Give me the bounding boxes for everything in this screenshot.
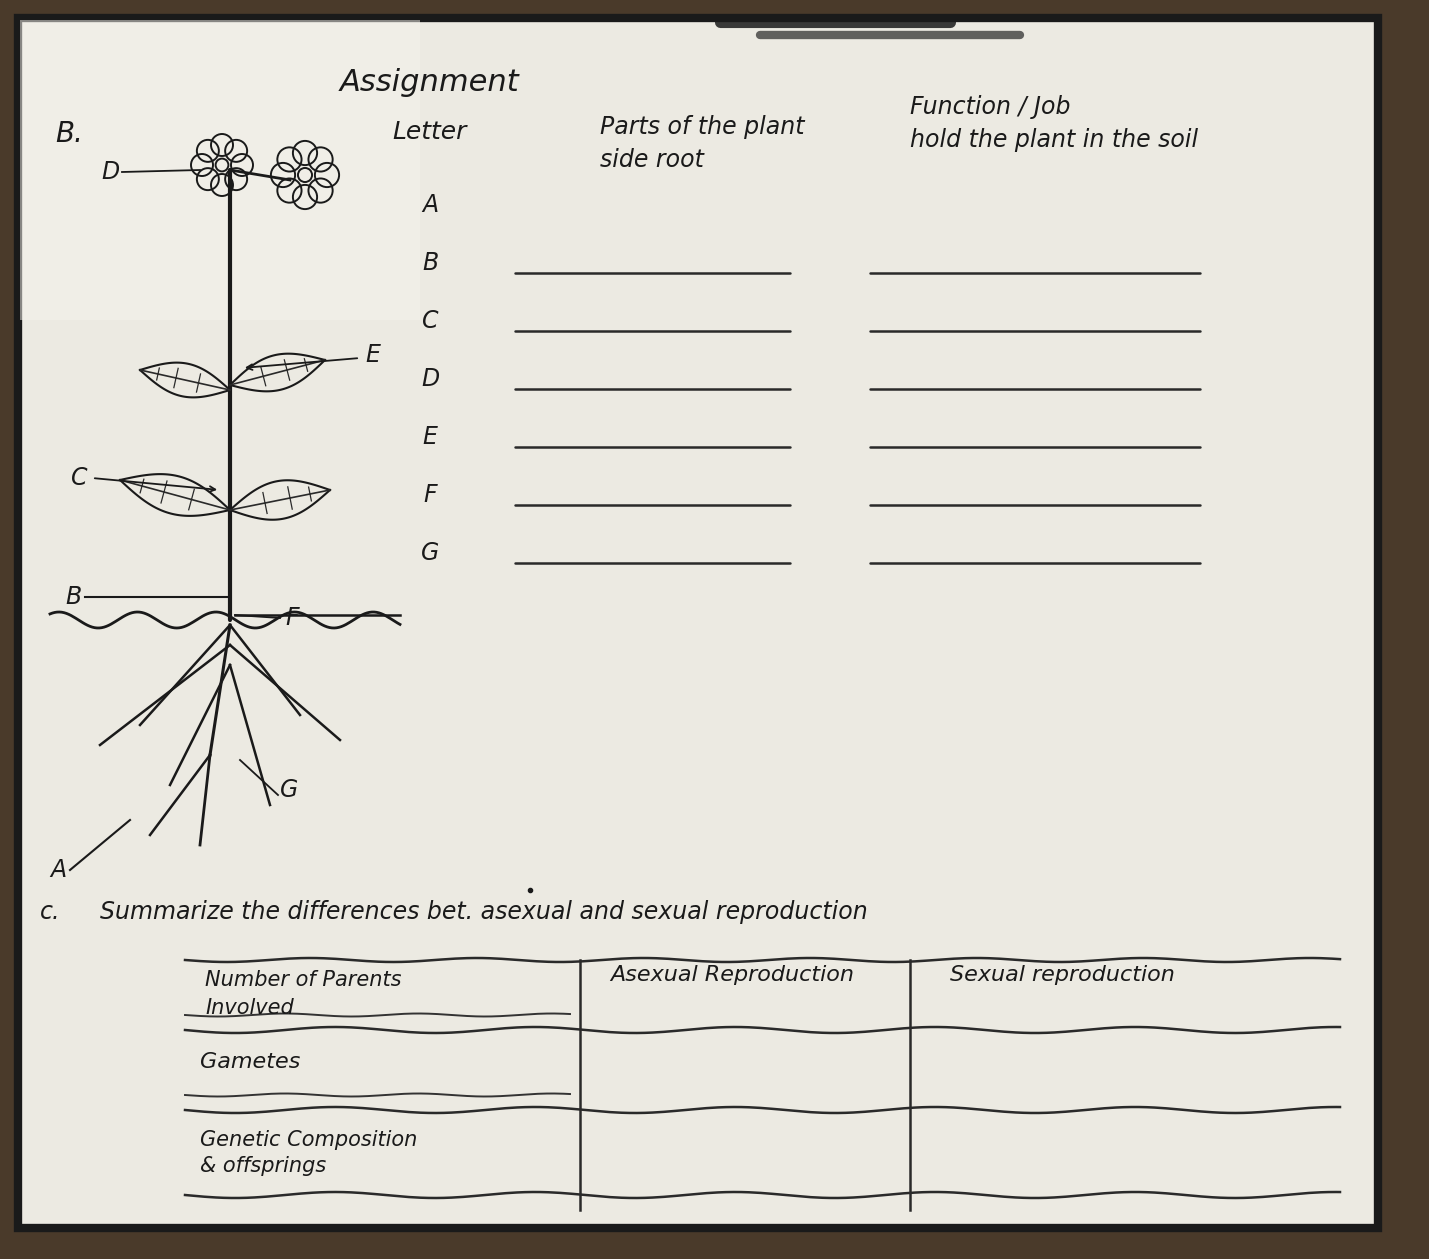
- Text: G: G: [422, 541, 439, 565]
- Text: Letter: Letter: [393, 120, 467, 144]
- Text: A: A: [50, 857, 66, 883]
- Text: G: G: [280, 778, 299, 802]
- Text: side root: side root: [600, 149, 704, 172]
- Text: F: F: [284, 606, 299, 630]
- Text: Gametes: Gametes: [200, 1053, 300, 1071]
- Text: E: E: [423, 426, 437, 449]
- Text: B: B: [66, 585, 81, 609]
- Text: Sexual reproduction: Sexual reproduction: [950, 964, 1175, 985]
- Text: Assignment: Assignment: [340, 68, 520, 97]
- Text: C: C: [422, 308, 439, 332]
- Text: hold the plant in the soil: hold the plant in the soil: [910, 128, 1198, 152]
- Text: c.: c.: [40, 900, 60, 924]
- Text: A: A: [422, 193, 439, 217]
- Text: Involved: Involved: [204, 998, 294, 1019]
- Text: B: B: [422, 251, 439, 274]
- Text: & offsprings: & offsprings: [200, 1157, 326, 1176]
- Text: Asexual Reproduction: Asexual Reproduction: [610, 964, 855, 985]
- Text: F: F: [423, 483, 437, 507]
- Text: B.: B.: [54, 120, 83, 149]
- Text: Genetic Composition: Genetic Composition: [200, 1131, 417, 1151]
- Text: C: C: [71, 466, 89, 490]
- Text: Parts of the plant: Parts of the plant: [600, 115, 805, 138]
- Text: Number of Parents: Number of Parents: [204, 969, 402, 990]
- Text: D: D: [101, 160, 120, 184]
- Text: Function / Job: Function / Job: [910, 94, 1070, 120]
- Text: D: D: [422, 368, 439, 392]
- Text: E: E: [364, 342, 380, 368]
- FancyBboxPatch shape: [19, 18, 1378, 1228]
- Text: Summarize the differences bet. asexual and sexual reproduction: Summarize the differences bet. asexual a…: [100, 900, 867, 924]
- FancyBboxPatch shape: [20, 20, 420, 320]
